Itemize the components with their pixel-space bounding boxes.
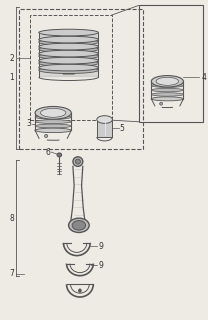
Ellipse shape bbox=[39, 64, 98, 71]
Ellipse shape bbox=[75, 159, 80, 164]
Ellipse shape bbox=[151, 76, 183, 87]
Text: 7: 7 bbox=[9, 269, 14, 278]
Ellipse shape bbox=[35, 128, 71, 132]
Ellipse shape bbox=[156, 77, 179, 85]
Ellipse shape bbox=[35, 107, 71, 119]
Ellipse shape bbox=[69, 218, 89, 233]
Ellipse shape bbox=[45, 134, 48, 138]
Text: 8: 8 bbox=[9, 214, 14, 223]
Ellipse shape bbox=[39, 50, 98, 57]
Ellipse shape bbox=[39, 67, 98, 74]
Text: 9: 9 bbox=[98, 261, 103, 270]
Ellipse shape bbox=[39, 43, 98, 50]
Text: 1: 1 bbox=[9, 74, 14, 83]
Text: 3: 3 bbox=[26, 119, 31, 129]
Bar bbox=[139, 5, 203, 122]
Ellipse shape bbox=[35, 124, 71, 128]
Bar bbox=[30, 15, 112, 120]
Ellipse shape bbox=[151, 93, 183, 96]
Ellipse shape bbox=[39, 60, 98, 67]
Text: 2: 2 bbox=[9, 53, 14, 62]
Ellipse shape bbox=[72, 220, 85, 230]
Ellipse shape bbox=[73, 157, 83, 166]
Ellipse shape bbox=[39, 36, 98, 43]
Ellipse shape bbox=[57, 153, 62, 157]
Ellipse shape bbox=[79, 289, 81, 292]
Ellipse shape bbox=[39, 57, 98, 64]
Ellipse shape bbox=[39, 29, 98, 36]
Ellipse shape bbox=[151, 88, 183, 92]
Ellipse shape bbox=[39, 39, 98, 45]
Ellipse shape bbox=[41, 108, 66, 117]
Ellipse shape bbox=[97, 116, 113, 123]
Ellipse shape bbox=[39, 46, 98, 52]
Text: 6: 6 bbox=[45, 148, 50, 156]
Ellipse shape bbox=[151, 84, 183, 87]
Ellipse shape bbox=[151, 97, 183, 101]
Bar bbox=[19, 9, 143, 149]
Ellipse shape bbox=[35, 120, 71, 124]
Bar bbox=[97, 120, 113, 137]
Text: 4: 4 bbox=[201, 73, 206, 82]
Text: 9: 9 bbox=[98, 242, 103, 251]
Ellipse shape bbox=[35, 115, 71, 119]
Ellipse shape bbox=[160, 102, 162, 105]
Text: 5: 5 bbox=[119, 124, 124, 132]
Ellipse shape bbox=[39, 53, 98, 60]
